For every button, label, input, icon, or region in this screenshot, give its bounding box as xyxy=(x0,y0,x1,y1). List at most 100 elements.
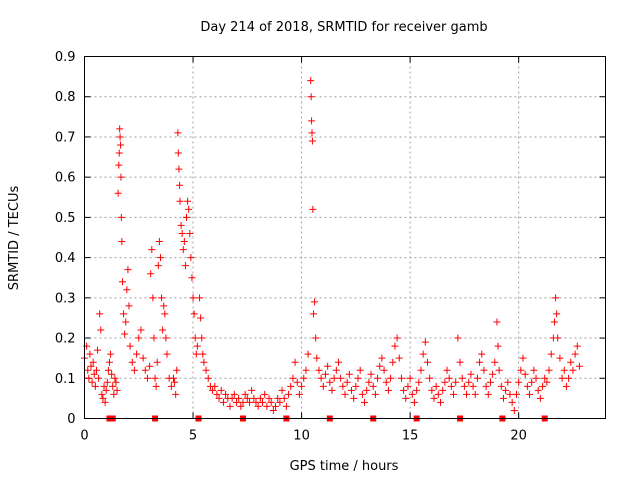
data-point xyxy=(191,334,199,342)
y-tick-label: 0.2 xyxy=(55,332,76,347)
data-point xyxy=(241,390,249,398)
data-point xyxy=(179,246,187,254)
data-point xyxy=(402,394,410,402)
data-point xyxy=(512,390,520,398)
data-point xyxy=(550,318,558,326)
data-point xyxy=(263,402,271,410)
data-point xyxy=(308,129,316,137)
data-point xyxy=(395,354,403,362)
data-point xyxy=(443,366,451,374)
data-point xyxy=(185,205,193,213)
data-point xyxy=(317,374,325,382)
data-point xyxy=(432,382,440,390)
data-point xyxy=(118,278,126,286)
data-point xyxy=(217,386,225,394)
data-point xyxy=(530,366,538,374)
data-point xyxy=(504,378,512,386)
data-point xyxy=(101,398,109,406)
data-point xyxy=(158,294,166,302)
data-point xyxy=(573,342,581,350)
data-point xyxy=(521,370,529,378)
data-point xyxy=(571,350,579,358)
data-point xyxy=(243,394,251,402)
y-axis-label: SRMTID / TECUs xyxy=(7,186,22,291)
data-point xyxy=(248,386,256,394)
data-point xyxy=(173,366,181,374)
data-point xyxy=(339,382,347,390)
data-point xyxy=(334,358,342,366)
data-point xyxy=(267,398,275,406)
data-point xyxy=(102,386,110,394)
data-point xyxy=(167,382,175,390)
data-point xyxy=(310,310,318,318)
data-point xyxy=(141,366,149,374)
data-point xyxy=(358,390,366,398)
data-point xyxy=(176,197,184,205)
data-point xyxy=(174,129,182,137)
data-point xyxy=(467,370,475,378)
data-point xyxy=(553,310,561,318)
data-point xyxy=(575,362,583,370)
data-point xyxy=(117,141,125,149)
data-point xyxy=(123,286,131,294)
data-point xyxy=(89,358,97,366)
data-point xyxy=(90,370,98,378)
data-point xyxy=(86,350,94,358)
data-point xyxy=(287,382,295,390)
data-point xyxy=(162,334,170,342)
data-point xyxy=(85,374,93,382)
data-point xyxy=(139,354,147,362)
data-point xyxy=(469,382,477,390)
data-point xyxy=(519,354,527,362)
data-point xyxy=(465,378,473,386)
data-point xyxy=(382,378,390,386)
data-point xyxy=(121,330,129,338)
data-point xyxy=(452,378,460,386)
data-point xyxy=(491,358,499,366)
data-point xyxy=(486,378,494,386)
data-point xyxy=(148,246,156,254)
data-point xyxy=(143,374,151,382)
data-point xyxy=(118,238,126,246)
data-point xyxy=(153,358,161,366)
data-point xyxy=(389,358,397,366)
data-point xyxy=(556,354,564,362)
data-point xyxy=(476,358,484,366)
data-point xyxy=(239,398,247,406)
data-point xyxy=(135,334,143,342)
data-point xyxy=(175,165,183,173)
data-point xyxy=(460,382,468,390)
data-point xyxy=(116,125,124,133)
data-point xyxy=(417,366,425,374)
data-point xyxy=(96,310,104,318)
data-point xyxy=(508,398,516,406)
data-point xyxy=(133,350,141,358)
data-point xyxy=(111,374,119,382)
data-point xyxy=(495,366,503,374)
data-point xyxy=(321,370,329,378)
data-point xyxy=(311,298,319,306)
data-point xyxy=(547,350,555,358)
data-point xyxy=(515,378,523,386)
data-point xyxy=(265,394,273,402)
data-point xyxy=(230,390,238,398)
data-point xyxy=(526,390,534,398)
data-point xyxy=(332,366,340,374)
data-point xyxy=(376,362,384,370)
x-axis-label: GPS time / hours xyxy=(290,459,399,474)
data-point xyxy=(228,394,236,402)
data-point xyxy=(282,402,290,410)
data-point xyxy=(94,346,102,354)
data-point xyxy=(552,294,560,302)
data-point xyxy=(254,402,262,410)
data-point xyxy=(154,262,162,270)
y-tick-label: 0.1 xyxy=(55,372,76,387)
data-point xyxy=(497,382,505,390)
data-point xyxy=(493,318,501,326)
data-point xyxy=(186,229,194,237)
data-point xyxy=(352,382,360,390)
data-point xyxy=(313,354,321,362)
data-point xyxy=(445,374,453,382)
y-tick-label: 0.6 xyxy=(55,171,76,186)
data-point xyxy=(387,374,395,382)
